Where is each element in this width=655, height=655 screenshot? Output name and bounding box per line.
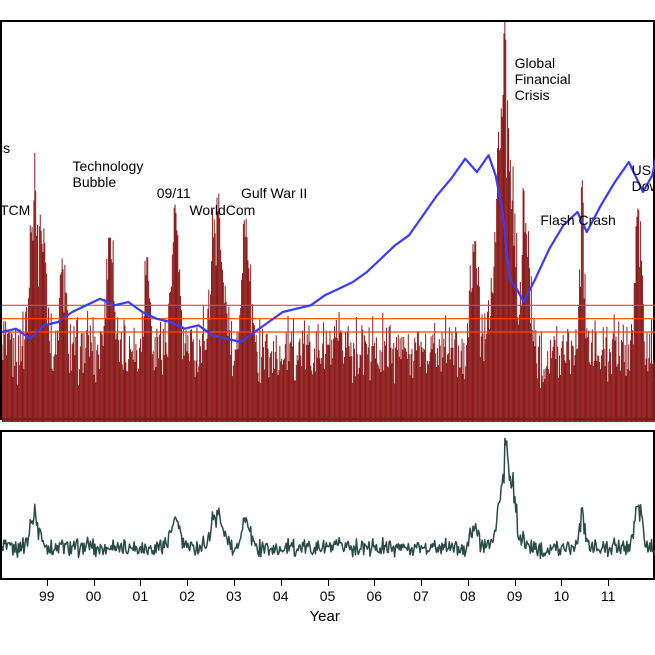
- x-tick-label: 08: [460, 588, 476, 604]
- event-annotation: WorldCom: [189, 202, 255, 218]
- x-tick-label: 02: [179, 588, 195, 604]
- event-annotation: GlobalFinancialCrisis: [515, 55, 571, 103]
- x-tick: [608, 580, 609, 586]
- event-annotation: Gulf War II: [241, 185, 307, 201]
- x-tick-label: 09: [507, 588, 523, 604]
- x-tick-label: 05: [320, 588, 336, 604]
- vix-line: [2, 439, 655, 559]
- x-tick: [421, 580, 422, 586]
- x-tick-label: 03: [226, 588, 242, 604]
- x-tick-label: 00: [86, 588, 102, 604]
- x-tick: [374, 580, 375, 586]
- x-tick: [468, 580, 469, 586]
- x-tick-label: 04: [273, 588, 289, 604]
- x-tick: [140, 580, 141, 586]
- x-tick: [561, 580, 562, 586]
- event-annotation: TCM: [0, 202, 30, 218]
- x-tick-label: 06: [366, 588, 382, 604]
- x-axis-title: Year: [310, 608, 340, 625]
- event-annotation: Flash Crash: [540, 212, 615, 228]
- x-tick: [515, 580, 516, 586]
- x-tick: [47, 580, 48, 586]
- x-tick-label: 10: [554, 588, 570, 604]
- event-annotation: 09/11: [157, 185, 191, 201]
- bottom-chart-panel: [0, 430, 655, 580]
- x-tick: [234, 580, 235, 586]
- x-tick-label: 99: [39, 588, 55, 604]
- x-tick-label: 11: [601, 588, 616, 604]
- x-tick-label: 07: [413, 588, 429, 604]
- bottom-chart-svg: [2, 432, 655, 582]
- x-tick: [94, 580, 95, 586]
- x-tick: [281, 580, 282, 586]
- event-annotation: is: [0, 140, 10, 156]
- x-tick-label: 01: [133, 588, 149, 604]
- x-tick: [328, 580, 329, 586]
- event-annotation: USDow: [632, 162, 655, 194]
- x-tick: [187, 580, 188, 586]
- event-annotation: TechnologyBubble: [73, 158, 144, 190]
